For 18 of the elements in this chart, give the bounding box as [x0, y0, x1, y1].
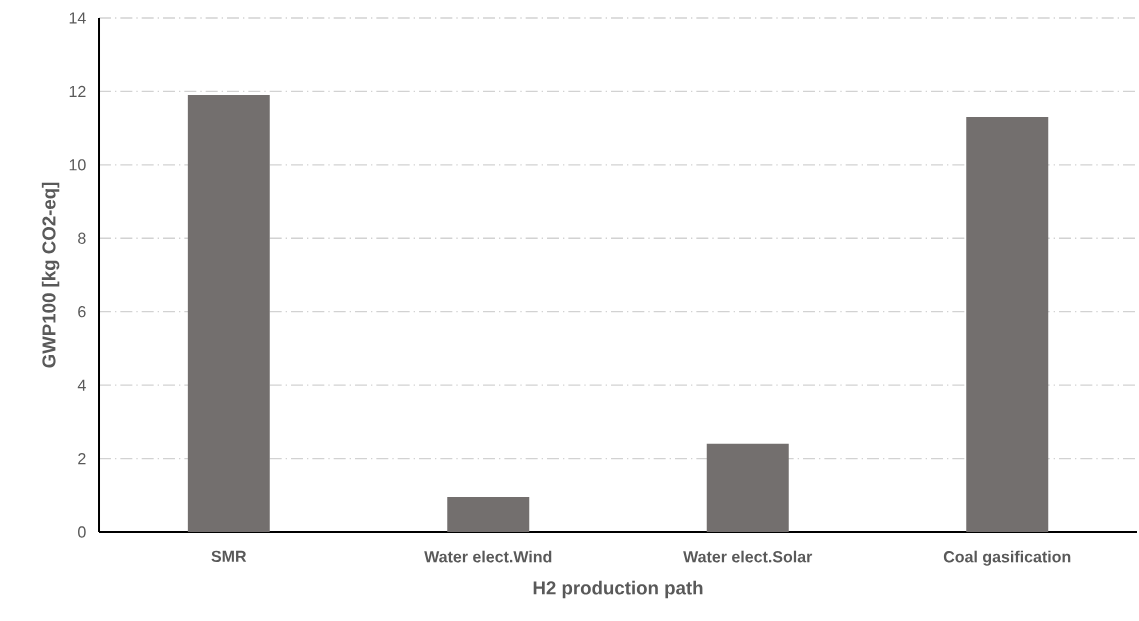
y-axis-title: GWP100 [kg CO2-eq] — [41, 182, 60, 368]
x-axis-title: H2 production path — [533, 580, 703, 599]
bar — [187, 95, 270, 532]
bar — [966, 117, 1049, 532]
y-tick-label: 8 — [78, 232, 86, 244]
y-tick-label: 14 — [69, 12, 86, 24]
y-tick-label: 0 — [78, 526, 86, 538]
y-tick-label: 4 — [77, 379, 86, 391]
bar — [447, 497, 530, 532]
x-tick-label: Water elect.Solar — [683, 550, 813, 563]
x-tick-label: Coal gasification — [943, 550, 1071, 566]
y-tick-label: 10 — [69, 159, 86, 171]
x-tick-label: Water elect.Wind — [424, 550, 552, 563]
y-tick-label: 2 — [78, 452, 86, 465]
x-tick-label: SMR — [211, 550, 247, 563]
bar — [706, 443, 789, 532]
y-tick-label: 6 — [78, 306, 86, 318]
y-tick-label: 12 — [69, 85, 86, 98]
